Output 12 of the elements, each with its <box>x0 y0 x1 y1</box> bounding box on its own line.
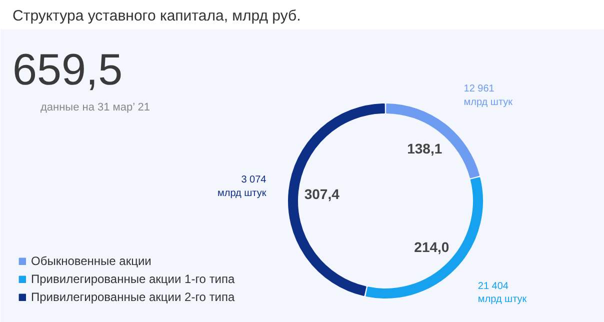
data-label: 138,1 <box>407 140 442 156</box>
legend-label: Привилегированные акции 1-го типа <box>31 272 235 286</box>
legend-label: Обыкновенные акции <box>31 254 152 268</box>
chart-title: Структура уставного капитала, млрд руб. <box>12 8 301 24</box>
text: 3 074 млрд штук <box>217 174 267 199</box>
data-label: 214,0 <box>414 238 450 255</box>
text: 659,5 <box>12 45 123 94</box>
text: 12 961 млрд штук <box>464 84 514 108</box>
text: данные на 31 мар’ 21 <box>40 101 150 114</box>
text: 21 404 млрд штук <box>478 280 528 306</box>
data-label: 307,4 <box>304 186 340 202</box>
legend-label: Привилегированные акции 2-го типа <box>31 290 235 304</box>
